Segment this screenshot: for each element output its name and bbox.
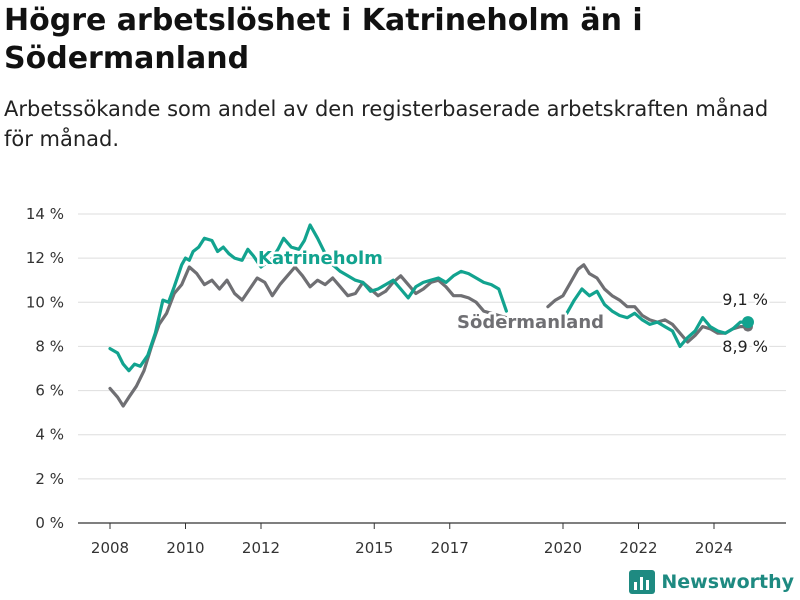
gridlines — [78, 213, 786, 524]
chart-title: Högre arbetslöshet i Katrineholm än i Sö… — [4, 3, 643, 76]
y-tick-label: 12 % — [26, 249, 64, 267]
newsworthy-logo: Newsworthy — [629, 570, 794, 594]
bar-chart-icon — [629, 570, 656, 594]
x-tick-label: 2008 — [91, 539, 129, 557]
series-labels: KatrineholmKatrineholmSödermanlandSöderm… — [256, 246, 771, 359]
series-lines — [108, 223, 754, 408]
katrineholm-line — [108, 223, 750, 373]
sodermanland-end-label: 8,9 % — [722, 337, 768, 356]
katrineholm-end-point — [741, 316, 754, 329]
x-tick-label: 2010 — [166, 539, 204, 557]
y-tick-label: 8 % — [35, 337, 64, 355]
sodermanland-line — [108, 263, 750, 408]
y-axis: 0 % 2 % 4 % 6 % 8 % 10 % 12 % 14 % — [26, 205, 64, 532]
x-tick-label: 2024 — [695, 539, 733, 557]
sodermanland-label-halo: Södermanland — [457, 312, 604, 333]
y-tick-label: 10 % — [26, 293, 64, 311]
katrineholm-label: Katrineholm — [258, 248, 383, 269]
x-tick-label: 2012 — [242, 539, 280, 557]
sodermanland-end-label-halo: 8,9 % — [722, 337, 768, 356]
katrineholm-end-label: 9,1 % — [722, 290, 768, 309]
y-tick-label: 4 % — [35, 426, 64, 444]
x-tick-label: 2015 — [355, 539, 393, 557]
y-tick-label: 14 % — [26, 205, 64, 223]
y-tick-label: 2 % — [35, 470, 64, 488]
x-tick-label: 2017 — [431, 539, 469, 557]
chart-subtitle: Arbetssökande som andel av den registerb… — [4, 97, 769, 151]
x-tick-label: 2020 — [544, 539, 582, 557]
x-tick-label: 2022 — [619, 539, 657, 557]
x-axis: 2008 2010 2012 2015 2017 2020 2022 2024 — [91, 523, 733, 557]
brand-name: Newsworthy — [661, 571, 794, 593]
y-tick-label: 6 % — [35, 382, 64, 400]
y-tick-label: 0 % — [35, 514, 64, 532]
katrineholm-end-label-halo: 9,1 % — [722, 290, 768, 309]
katrineholm-label-halo: Katrineholm — [258, 248, 383, 269]
sodermanland-label: Södermanland — [457, 312, 604, 333]
